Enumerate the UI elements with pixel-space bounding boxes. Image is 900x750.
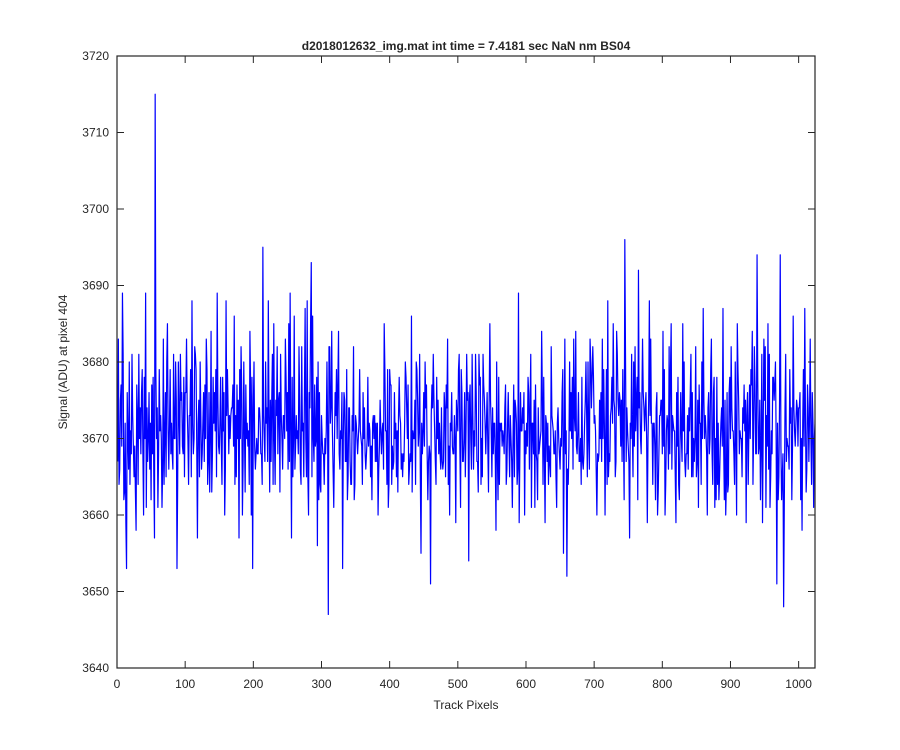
series-line <box>117 93 815 616</box>
y-tick-label: 3670 <box>82 432 109 446</box>
x-tick-label: 200 <box>243 677 263 691</box>
x-tick-label: 0 <box>114 677 121 691</box>
axes-background <box>117 56 815 668</box>
y-tick-label: 3700 <box>82 202 109 216</box>
y-tick-label: 3650 <box>82 585 109 599</box>
y-axis-label: Signal (ADU) at pixel 404 <box>56 294 70 429</box>
axes-frame <box>116 55 816 669</box>
axis-tick-labels: 0 100 200 300 400 500 600 700 800 900 1000 3640 3650… <box>82 49 812 691</box>
x-tick-label: 400 <box>380 677 400 691</box>
x-tick-label: 100 <box>175 677 195 691</box>
x-tick-label: 900 <box>720 677 740 691</box>
chart-title: d2018012632_img.mat int time = 7.4181 se… <box>302 39 631 53</box>
y-tick-label: 3690 <box>82 279 109 293</box>
y-tick-label: 3660 <box>82 508 109 522</box>
y-tick-label: 3680 <box>82 355 109 369</box>
x-axis-label: Track Pixels <box>434 698 499 712</box>
x-tick-label: 300 <box>311 677 331 691</box>
x-tick-label: 1000 <box>785 677 812 691</box>
y-tick-label: 3710 <box>82 126 109 140</box>
x-tick-label: 800 <box>652 677 672 691</box>
y-tick-label: 3640 <box>82 661 109 675</box>
x-tick-label: 700 <box>584 677 604 691</box>
x-tick-label: 600 <box>516 677 536 691</box>
x-tick-label: 500 <box>448 677 468 691</box>
plot-area <box>117 93 815 616</box>
y-tick-label: 3720 <box>82 49 109 63</box>
